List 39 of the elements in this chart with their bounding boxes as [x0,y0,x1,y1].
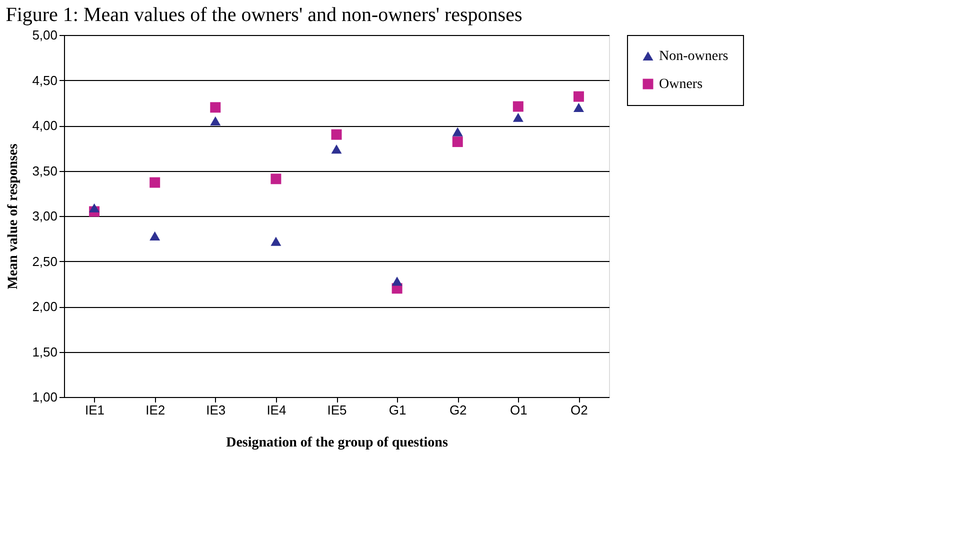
point [512,101,524,112]
y-tick-label: 4,00 [32,118,58,133]
point [452,136,463,148]
x-tick-label: IE4 [266,402,286,418]
x-tick-label: IE1 [85,402,105,418]
point [573,102,584,112]
point [89,203,100,212]
chart-title: Figure 1: Mean values of the owners' and non-owners' responses [6,4,522,26]
y-tick-label: 3,00 [32,208,58,224]
point [150,231,160,240]
legend-label: Owners [659,77,703,92]
point [512,112,524,122]
point [210,116,221,126]
point [573,91,584,102]
point [270,236,282,246]
point [270,174,282,184]
x-tick-label: O2 [570,402,588,418]
x-tick-label: G1 [388,402,406,418]
x-tick-label: G2 [449,402,467,418]
x-axis-title: Designation of the group of questions [226,436,448,450]
y-tick-label: 3,50 [32,163,58,178]
point [210,102,221,113]
x-tick-label: IE2 [146,402,166,418]
point [392,276,402,286]
y-tick-label: 2,50 [32,254,58,269]
y-tick-label: 1,00 [32,390,58,404]
x-tick-label: IE5 [327,402,347,418]
y-tick-label: 2,00 [32,299,58,314]
y-axis-title: Mean value of responses [6,143,22,290]
y-tick-label: 5,00 [32,28,58,42]
point [452,127,463,136]
point [331,144,342,154]
y-tick-label: 4,50 [32,72,58,88]
y-tick-label: 1,50 [32,344,58,360]
x-tick-label: O1 [510,402,528,418]
point [150,177,160,188]
x-tick-label: IE3 [206,402,226,418]
point [331,129,342,140]
legend-label: Non-owners [659,49,728,64]
